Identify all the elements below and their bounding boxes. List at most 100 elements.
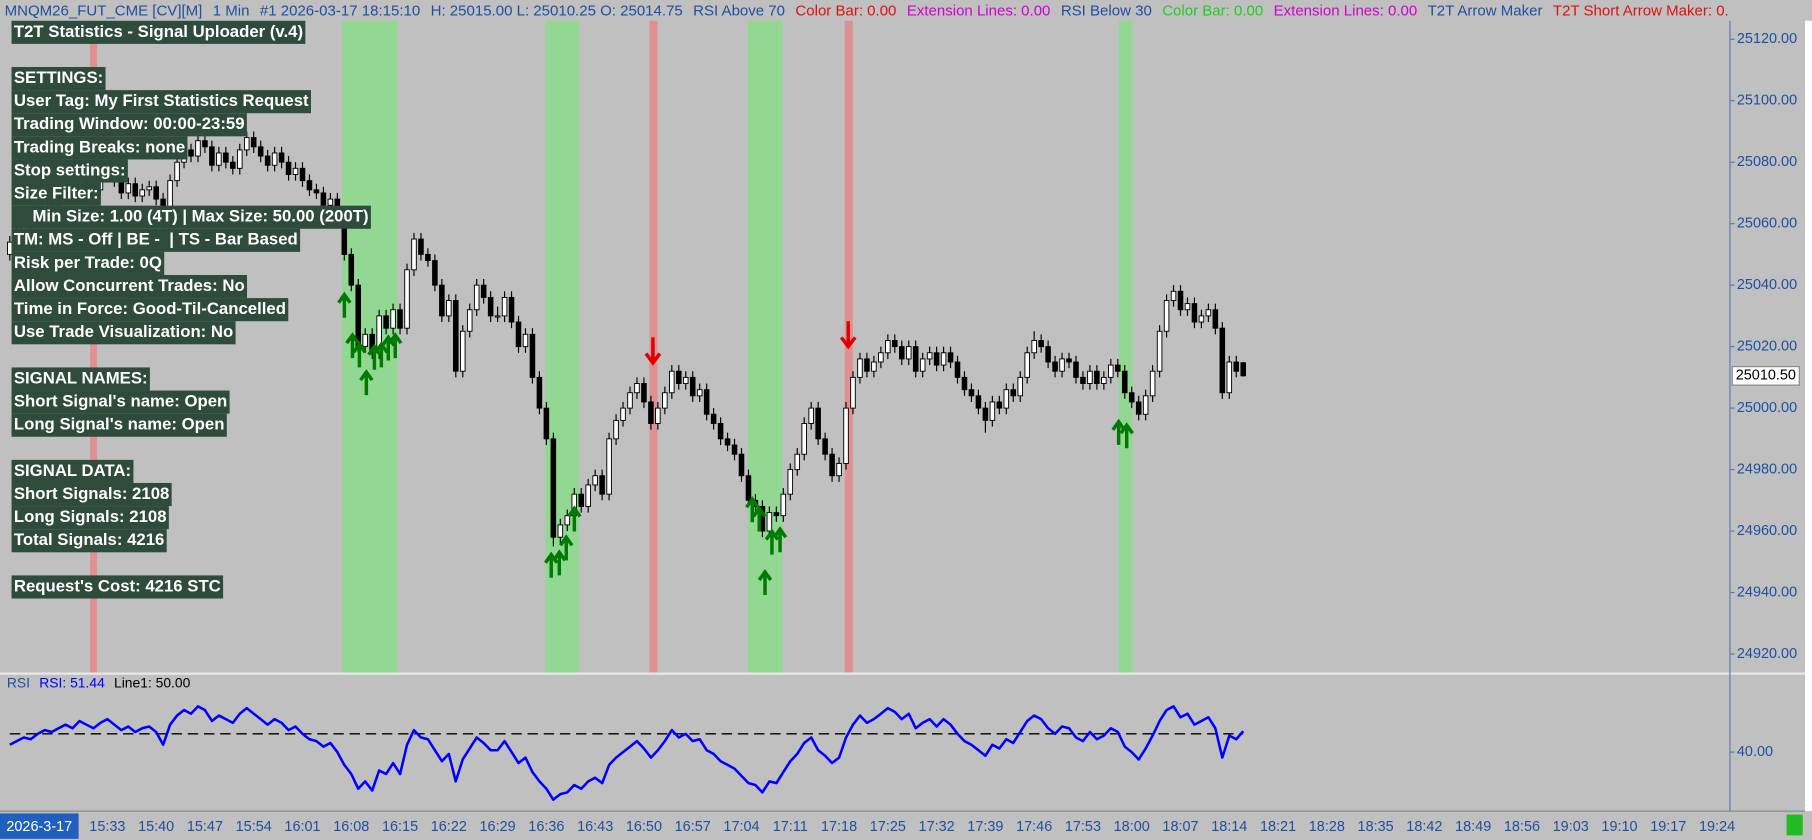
scrollbar[interactable] (1805, 20, 1812, 812)
candle-body (327, 198, 334, 206)
candle-body (348, 253, 355, 286)
candle-body (404, 269, 410, 329)
rsi-title: RSI (7, 675, 30, 691)
candle-body (1010, 389, 1017, 397)
x-tick-label: 18:07 (1162, 819, 1198, 835)
candle-body (655, 407, 661, 424)
candle-body (864, 358, 870, 372)
overlay-box (11, 390, 230, 414)
candle-body (550, 438, 557, 538)
candle-body (606, 438, 612, 495)
x-tick-label: 15:40 (138, 819, 174, 835)
candle-body (529, 333, 536, 378)
long-arrow (1111, 418, 1126, 445)
header-text: Color Bar: 0.00 (795, 3, 896, 20)
candle-body (613, 419, 619, 440)
candle-body (933, 352, 940, 366)
overlay-box (11, 367, 150, 391)
y-tick-label: 25100.00 (1737, 93, 1797, 109)
candle-body (306, 180, 313, 191)
overlay-box (11, 298, 289, 322)
candle-body (480, 284, 487, 298)
status-indicator[interactable] (1786, 814, 1803, 836)
candle-body (996, 401, 1003, 409)
date-box (0, 813, 79, 839)
candle-body (912, 346, 919, 372)
x-tick-label: 18:35 (1358, 819, 1394, 835)
candle-body (1087, 370, 1093, 384)
candle-body (843, 407, 849, 464)
candle-body (1017, 376, 1024, 397)
x-tick-label: 16:22 (431, 819, 467, 835)
candle-body (829, 453, 835, 477)
candle-body (926, 352, 933, 360)
x-tick-label: 19:17 (1650, 819, 1686, 835)
candle-body (578, 493, 585, 507)
overlay-box (11, 274, 248, 299)
candle-body (188, 149, 194, 157)
candle-body (669, 370, 675, 394)
y-tick-label: 24960.00 (1737, 523, 1797, 539)
candle-body (585, 484, 591, 507)
reference-label: Line1: 50.00 (114, 675, 191, 691)
overlay-box (11, 413, 227, 437)
overlay-text: Stop settings: (14, 160, 126, 179)
candle-body (940, 352, 947, 366)
candle-body (369, 333, 375, 354)
x-tick-label: 18:28 (1309, 819, 1345, 835)
candle-body (787, 469, 794, 495)
header-text: Color Bar: 0.00 (1162, 3, 1263, 20)
overlay-text: Use Trade Visualization: No (14, 322, 233, 341)
candle-body (1059, 358, 1065, 372)
x-tick-label: 18:00 (1114, 819, 1150, 835)
candle-body (634, 383, 640, 394)
candle-body (871, 361, 877, 372)
overlay-box (11, 506, 169, 530)
x-tick-label: 19:24 (1699, 819, 1735, 835)
overlay-text: Trading Window: 00:00-23:59 (14, 114, 245, 133)
overlay-text: Trading Breaks: none (14, 137, 185, 156)
candle-body (1170, 290, 1177, 301)
overlay-box (11, 482, 172, 507)
long-arrow (567, 505, 582, 532)
candle-body (905, 346, 912, 360)
candle-body (1212, 309, 1219, 329)
overlay-box (11, 321, 236, 345)
candle-body (1184, 303, 1191, 311)
long-arrow (745, 496, 760, 523)
candle-body (243, 137, 250, 151)
candle-body (439, 284, 445, 317)
long-arrow (757, 568, 773, 596)
long-arrow (381, 334, 396, 361)
candle-body (892, 340, 898, 348)
candle-body (641, 383, 647, 403)
candle-body (209, 146, 215, 166)
long-arrow (559, 534, 574, 561)
rsi-line (9, 705, 1245, 801)
candle-body (125, 183, 132, 194)
candle-body (292, 167, 299, 175)
header-text: H: 25015.00 L: 25010.25 O: 25014.75 (431, 3, 683, 20)
candle-body (557, 524, 564, 538)
candle-body (717, 423, 724, 440)
candle-body (202, 140, 208, 148)
overlay-text: Short Signals: 2108 (14, 484, 169, 503)
x-tick-label: 17:39 (967, 819, 1003, 835)
overlay-text: Short Signal's name: Open (14, 392, 227, 411)
candle-body (1156, 330, 1163, 372)
short-arrow (644, 337, 662, 366)
candle-body (919, 358, 926, 372)
x-tick-label: 16:50 (626, 819, 662, 835)
candle-body (390, 309, 396, 329)
candle-body (1142, 395, 1149, 415)
x-tick-label: 15:33 (89, 819, 125, 835)
candle-body (446, 300, 452, 317)
axes: 25120.00 25100.00 25080.00 25060.00 25040.00… (1729, 31, 1800, 760)
candle-body (815, 407, 821, 440)
candle-body (954, 361, 961, 378)
date-label: 2026-3-17 (6, 819, 72, 835)
x-tick-label: 18:49 (1455, 819, 1491, 835)
y-tick-label: 25000.00 (1737, 400, 1797, 416)
candle-body (271, 152, 278, 166)
overlay-box (11, 113, 247, 137)
